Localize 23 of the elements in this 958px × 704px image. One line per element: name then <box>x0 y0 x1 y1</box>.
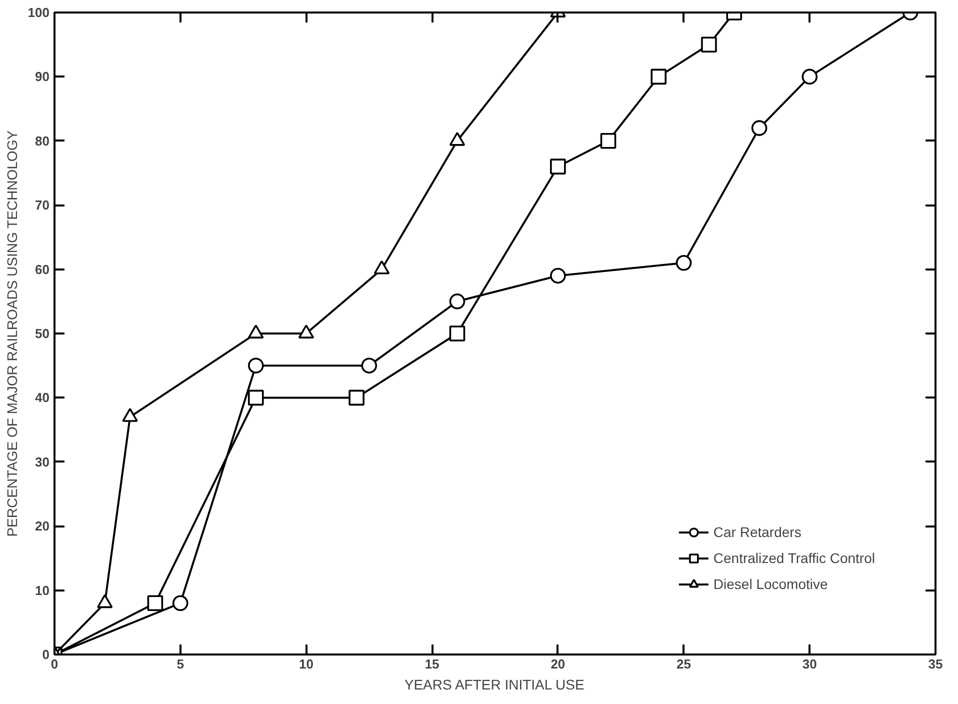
y-tick-label: 50 <box>35 326 50 341</box>
x-tick-label: 20 <box>550 656 566 672</box>
x-tick-label: 10 <box>298 656 314 672</box>
x-tick-label: 25 <box>676 656 692 672</box>
y-tick-label: 0 <box>42 647 50 662</box>
y-tick-label: 90 <box>35 69 50 84</box>
y-tick-label: 70 <box>35 198 50 213</box>
x-tick-label: 30 <box>802 656 817 672</box>
y-tick-label: 100 <box>28 5 50 20</box>
y-tick-label: 30 <box>35 454 50 470</box>
legend-label: Centralized Traffic Control <box>713 550 875 566</box>
x-tick-label: 15 <box>424 656 440 672</box>
y-axis-title: PERCENTAGE OF MAJOR RAILROADS USING TECHNOLOGY <box>4 130 20 537</box>
x-tick-label: 35 <box>928 656 943 672</box>
x-axis-title: YEARS AFTER INITIAL USE <box>404 676 584 692</box>
y-tick-label: 80 <box>35 133 50 148</box>
x-tick-label: 5 <box>176 656 184 672</box>
y-tick-label: 10 <box>35 582 50 598</box>
y-tick-label: 40 <box>35 390 50 406</box>
legend-label: Car Retarders <box>713 524 802 540</box>
legend-label: Diesel Locomotive <box>713 576 828 592</box>
y-tick-label: 60 <box>35 262 50 277</box>
y-tick-label: 20 <box>35 518 50 534</box>
